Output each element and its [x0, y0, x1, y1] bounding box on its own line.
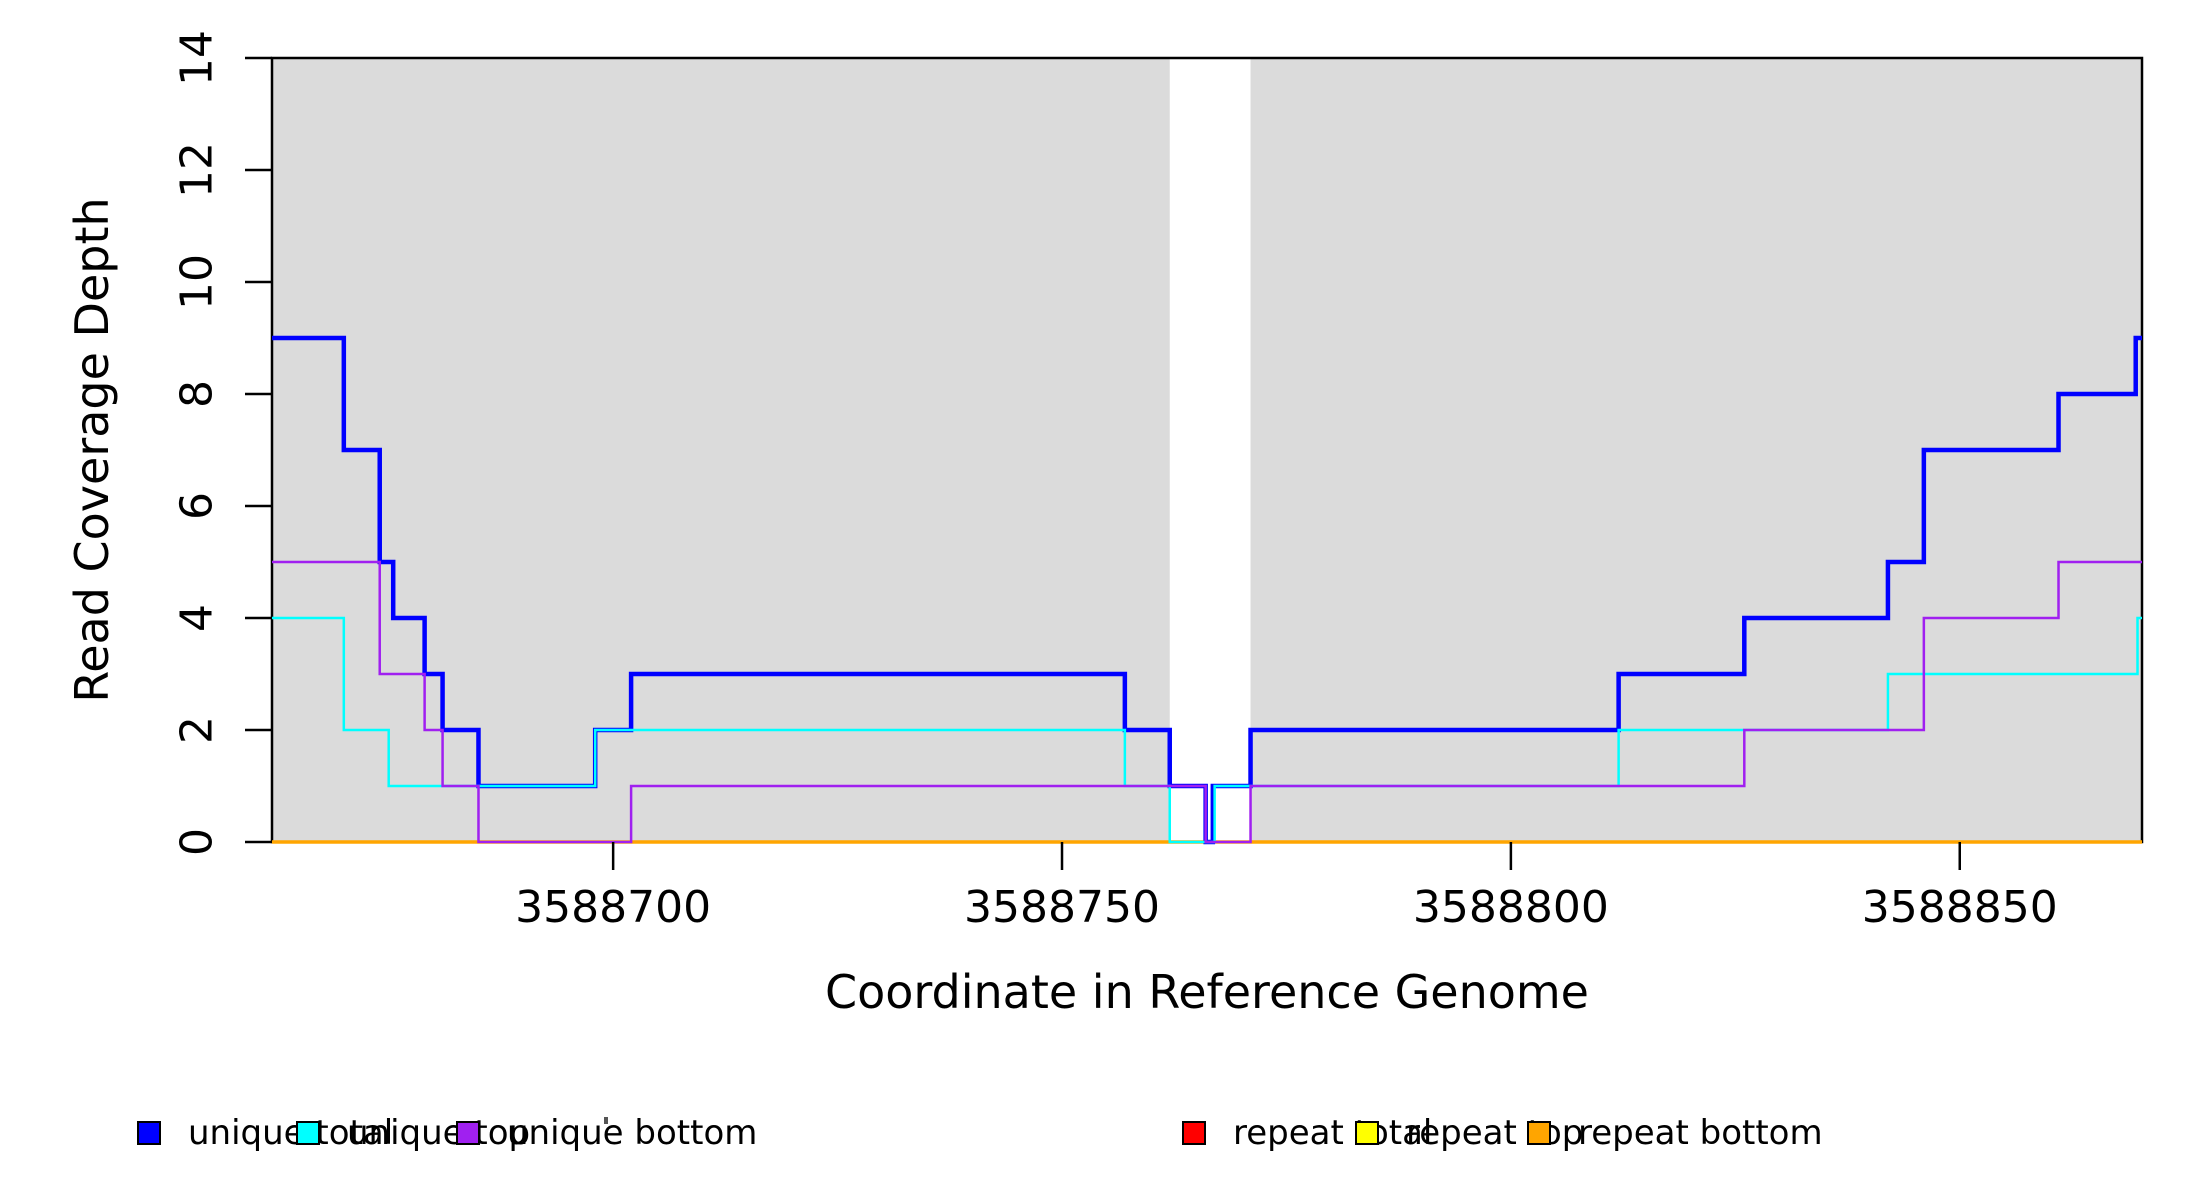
- axis-ticks: [245, 56, 1962, 870]
- y-axis-tick-label: 2: [171, 716, 222, 744]
- legend-label: repeat bottom: [1578, 1113, 1823, 1153]
- legend-swatch-unique-bottom: [456, 1121, 480, 1145]
- legend-item: unique total: [137, 1113, 393, 1153]
- legend-label: unique bottom: [507, 1113, 757, 1153]
- series-line-unique-total: [272, 335, 2142, 845]
- series-lines: [272, 335, 2142, 845]
- legend-item: unique bottom: [456, 1113, 757, 1153]
- legend-swatch-repeat-top: [1355, 1121, 1379, 1145]
- legend-swatch-unique-total: [137, 1121, 161, 1145]
- legend-label: unique total: [188, 1113, 393, 1153]
- y-axis-tick-label: 0: [171, 828, 222, 856]
- y-axis-tick-label: 8: [171, 380, 222, 408]
- legend-swatch-repeat-bottom: [1527, 1121, 1551, 1145]
- legend-label: repeat total: [1233, 1113, 1432, 1153]
- y-axis-tick-label: 14: [171, 30, 222, 86]
- stray-mark: [604, 1117, 608, 1124]
- y-axis-tick-label: 10: [171, 254, 222, 310]
- shaded-regions: [272, 58, 2142, 842]
- legend-label: unique top: [347, 1113, 530, 1153]
- series-line-unique-top: [272, 616, 2142, 844]
- x-axis-tick-label: 3588800: [1413, 882, 1609, 933]
- legend-item: unique top: [296, 1113, 530, 1153]
- x-axis-tick-label: 3588700: [515, 882, 711, 933]
- y-axis-title: Read Coverage Depth: [65, 197, 119, 702]
- legend-item: repeat top: [1355, 1113, 1583, 1153]
- x-axis-tick-label: 3588850: [1862, 882, 2058, 933]
- x-axis-tick-label: 3588750: [964, 882, 1160, 933]
- y-axis-tick-label: 4: [171, 604, 222, 632]
- y-axis-tick-label: 6: [171, 492, 222, 520]
- x-axis-title: Coordinate in Reference Genome: [825, 965, 1589, 1019]
- shaded-region: [272, 58, 1170, 842]
- legend-item: repeat bottom: [1527, 1113, 1823, 1153]
- axis-tick-labels: 3588700 3588750 3588800 3588850 0 2 4 6 8 10 12 14: [171, 30, 2057, 933]
- y-axis-tick-label: 12: [171, 142, 222, 198]
- series-line-unique-bottom: [272, 560, 2142, 844]
- legend-swatch-unique-top: [296, 1121, 320, 1145]
- legend-swatch-repeat-total: [1182, 1121, 1206, 1145]
- legend-item: repeat total: [1182, 1113, 1432, 1153]
- legend-label: repeat top: [1406, 1113, 1583, 1153]
